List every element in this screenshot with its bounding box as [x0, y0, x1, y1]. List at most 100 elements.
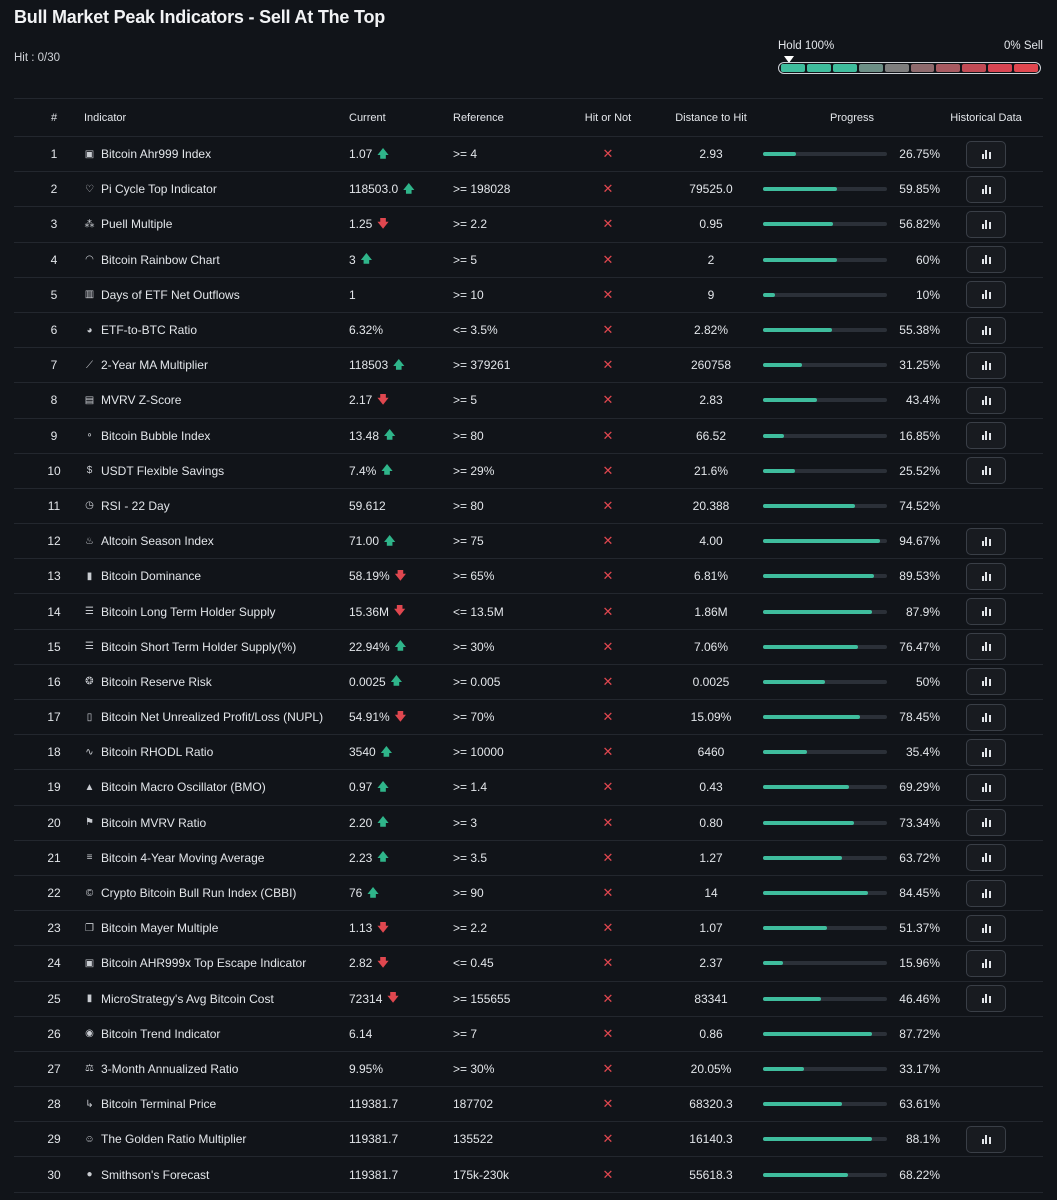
indicator-name[interactable]: ETF-to-BTC Ratio	[101, 323, 198, 338]
historical-data-button[interactable]	[966, 809, 1006, 837]
historical-data-button[interactable]	[966, 175, 1006, 203]
indicator-name[interactable]: RSI - 22 Day	[101, 498, 170, 513]
indicator-name[interactable]: MicroStrategy's Avg Bitcoin Cost	[101, 991, 274, 1006]
indicator-name[interactable]: Puell Multiple	[101, 217, 173, 232]
historical-data-button[interactable]	[966, 985, 1006, 1013]
historical-data-button[interactable]	[966, 457, 1006, 485]
distance-to-hit: 21.6%	[693, 463, 729, 478]
indicator-name[interactable]: MVRV Z-Score	[101, 393, 182, 408]
indicator-name[interactable]: Bitcoin Trend Indicator	[101, 1026, 221, 1041]
indicator-name-cell[interactable]: ◕ ETF-to-BTC Ratio	[84, 313, 197, 347]
indicator-name-cell[interactable]: ▯ Bitcoin Net Unrealized Profit/Loss (NUP…	[84, 700, 323, 734]
indicator-name[interactable]: The Golden Ratio Multiplier	[101, 1132, 247, 1147]
historical-data-button[interactable]	[966, 351, 1006, 379]
historical-data-button[interactable]	[966, 386, 1006, 414]
indicator-name[interactable]: Bitcoin 4-Year Moving Average	[101, 850, 265, 865]
historical-data-button[interactable]	[966, 633, 1006, 661]
progress-bar-cell	[763, 207, 887, 241]
indicator-name[interactable]: Bitcoin Ahr999 Index	[101, 147, 212, 162]
indicator-name[interactable]: Bitcoin MVRV Ratio	[101, 815, 207, 830]
historical-data-button[interactable]	[966, 422, 1006, 450]
indicator-name-cell[interactable]: ☺ The Golden Ratio Multiplier	[84, 1122, 246, 1156]
indicator-name-cell[interactable]: ● Smithson's Forecast	[84, 1157, 209, 1191]
indicator-name-cell[interactable]: ↳ Bitcoin Terminal Price	[84, 1087, 216, 1121]
historical-data-button[interactable]	[966, 879, 1006, 907]
indicator-name-cell[interactable]: ⚑ Bitcoin MVRV Ratio	[84, 806, 206, 840]
indicator-name[interactable]: Bitcoin RHODL Ratio	[101, 745, 214, 760]
historical-data-button[interactable]	[966, 1125, 1006, 1153]
historical-data-button[interactable]	[966, 281, 1006, 309]
indicator-name[interactable]: Bitcoin Rainbow Chart	[101, 252, 220, 267]
historical-data-button[interactable]	[966, 738, 1006, 766]
indicator-name[interactable]: Altcoin Season Index	[101, 534, 214, 549]
indicator-name[interactable]: Bitcoin Reserve Risk	[101, 674, 212, 689]
indicator-name[interactable]: Crypto Bitcoin Bull Run Index (CBBI)	[101, 886, 297, 901]
hit-status-cell: ✕	[568, 172, 648, 206]
indicator-name-cell[interactable]: ≡ Bitcoin 4-Year Moving Average	[84, 841, 265, 875]
indicator-name-cell[interactable]: ☰ Bitcoin Short Term Holder Supply(%)	[84, 630, 296, 664]
indicator-name[interactable]: Pi Cycle Top Indicator	[101, 182, 217, 197]
row-number: 11	[47, 498, 61, 513]
not-hit-icon: ✕	[602, 885, 614, 901]
indicator-name-cell[interactable]: ∘ Bitcoin Bubble Index	[84, 419, 210, 453]
historical-data-button[interactable]	[966, 844, 1006, 872]
row-number: 6	[50, 323, 58, 338]
indicator-name-cell[interactable]: ◷ RSI - 22 Day	[84, 489, 170, 523]
indicator-name-cell[interactable]: ♨ Altcoin Season Index	[84, 524, 214, 558]
indicator-name-cell[interactable]: ❐ Bitcoin Mayer Multiple	[84, 911, 218, 945]
indicator-name[interactable]: Bitcoin Macro Oscillator (BMO)	[101, 780, 266, 795]
indicator-name[interactable]: Bitcoin Long Term Holder Supply	[101, 604, 276, 619]
indicator-name-cell[interactable]: ∿ Bitcoin RHODL Ratio	[84, 735, 213, 769]
indicator-name-cell[interactable]: ▣ Bitcoin AHR999x Top Escape Indicator	[84, 946, 306, 980]
indicator-name[interactable]: Bitcoin Terminal Price	[101, 1097, 217, 1112]
historical-data-button[interactable]	[966, 703, 1006, 731]
indicator-name-cell[interactable]: ▣ Bitcoin Ahr999 Index	[84, 137, 211, 171]
indicator-name[interactable]: Bitcoin Short Term Holder Supply(%)	[101, 639, 297, 654]
current-value-cell: 0.97 🡅	[349, 770, 389, 804]
historical-data-button[interactable]	[966, 210, 1006, 238]
progress-bar-cell	[763, 876, 887, 910]
indicator-name-cell[interactable]: ⟋ 2-Year MA Multiplier	[84, 348, 208, 382]
indicator-name-cell[interactable]: ▲ Bitcoin Macro Oscillator (BMO)	[84, 770, 266, 804]
indicator-name[interactable]: Bitcoin Mayer Multiple	[101, 921, 219, 936]
indicator-name[interactable]: USDT Flexible Savings	[101, 463, 225, 478]
indicator-name-cell[interactable]: ▮ MicroStrategy's Avg Bitcoin Cost	[84, 982, 274, 1016]
historical-data-button[interactable]	[966, 527, 1006, 555]
historical-data-button[interactable]	[966, 316, 1006, 344]
indicator-name[interactable]: Bitcoin Bubble Index	[101, 428, 211, 443]
historical-data-button[interactable]	[966, 949, 1006, 977]
indicator-name[interactable]: Bitcoin AHR999x Top Escape Indicator	[101, 956, 307, 971]
indicator-name[interactable]: Bitcoin Dominance	[101, 569, 202, 584]
indicator-name[interactable]: 2-Year MA Multiplier	[101, 358, 208, 373]
indicator-name[interactable]: 3-Month Annualized Ratio	[101, 1061, 239, 1076]
historical-data-button[interactable]	[966, 562, 1006, 590]
historical-data-button[interactable]	[966, 668, 1006, 696]
indicator-name-cell[interactable]: ⚖ 3-Month Annualized Ratio	[84, 1052, 238, 1086]
indicator-name[interactable]: Bitcoin Net Unrealized Profit/Loss (NUPL…	[101, 710, 324, 725]
historical-data-button[interactable]	[966, 773, 1006, 801]
indicator-name-cell[interactable]: ❂ Bitcoin Reserve Risk	[84, 665, 212, 699]
current-value-cell: 1.13 🡇	[349, 911, 389, 945]
bar-chart-icon	[981, 149, 991, 159]
indicator-name-cell[interactable]: ▥ Days of ETF Net Outflows	[84, 278, 240, 312]
historical-data-button[interactable]	[966, 246, 1006, 274]
indicator-name-cell[interactable]: ⁂ Puell Multiple	[84, 207, 173, 241]
historical-data-button[interactable]	[966, 598, 1006, 626]
distance-to-hit: 0.43	[699, 780, 723, 795]
table-row: 20 ⚑ Bitcoin MVRV Ratio 2.20 🡅 >= 3 ✕ 0.80 73.34…	[14, 806, 1043, 841]
historical-data-button[interactable]	[966, 914, 1006, 942]
indicator-name-cell[interactable]: $ USDT Flexible Savings	[84, 454, 224, 488]
indicator-name-cell[interactable]: ▮ Bitcoin Dominance	[84, 559, 201, 593]
indicator-name-cell[interactable]: ◠ Bitcoin Rainbow Chart	[84, 243, 220, 277]
historical-data-button[interactable]	[966, 140, 1006, 168]
indicator-name[interactable]: Days of ETF Net Outflows	[101, 287, 240, 302]
indicator-name[interactable]: Smithson's Forecast	[101, 1167, 210, 1182]
indicator-name-cell[interactable]: ◉ Bitcoin Trend Indicator	[84, 1017, 220, 1051]
indicator-name-cell[interactable]: ♡ Pi Cycle Top Indicator	[84, 172, 217, 206]
indicator-name-cell[interactable]: ▤ MVRV Z-Score	[84, 383, 182, 417]
indicator-name-cell[interactable]: ☰ Bitcoin Long Term Holder Supply	[84, 594, 276, 628]
table-row: 17 ▯ Bitcoin Net Unrealized Profit/Loss (N…	[14, 700, 1043, 736]
progress-percent: 50%	[915, 674, 940, 689]
indicator-name-cell[interactable]: © Crypto Bitcoin Bull Run Index (CBBI)	[84, 876, 297, 910]
progress-bar-fill	[763, 398, 817, 403]
